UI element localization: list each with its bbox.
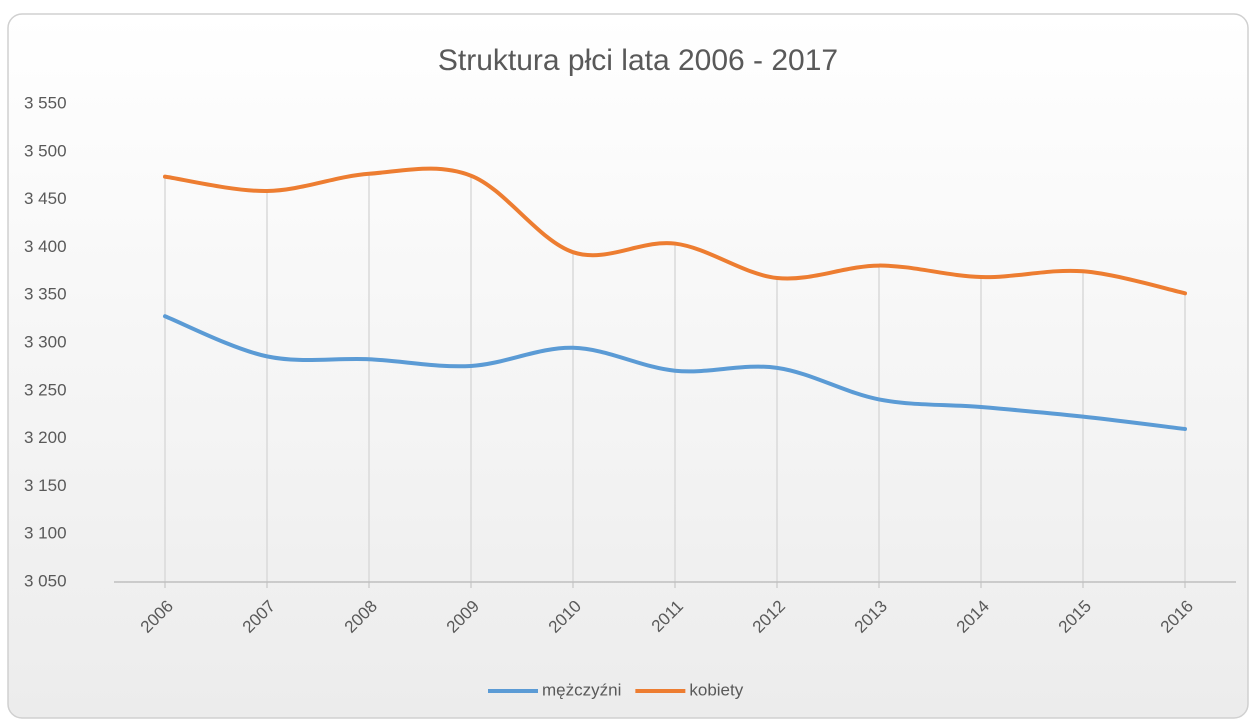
y-tick-label: 3 050 <box>24 571 67 590</box>
chart-title: Struktura płci lata 2006 - 2017 <box>438 44 838 77</box>
y-tick-label: 3 500 <box>24 141 67 160</box>
y-tick-label: 3 350 <box>24 285 67 304</box>
legend-label: mężczyźni <box>542 680 621 699</box>
series-line <box>163 314 1187 432</box>
y-tick-label: 3 550 <box>24 93 67 112</box>
y-tick-label: 3 200 <box>24 428 67 447</box>
chart-frame <box>7 13 1249 719</box>
y-tick-label: 3 300 <box>24 332 67 351</box>
y-tick-label: 3 100 <box>24 524 67 543</box>
y-tick-label: 3 150 <box>24 476 67 495</box>
y-tick-label: 3 450 <box>24 189 67 208</box>
y-tick-label: 3 400 <box>24 237 67 256</box>
series-line <box>163 166 1187 296</box>
y-tick-label: 3 250 <box>24 380 67 399</box>
legend-label: kobiety <box>689 680 743 699</box>
